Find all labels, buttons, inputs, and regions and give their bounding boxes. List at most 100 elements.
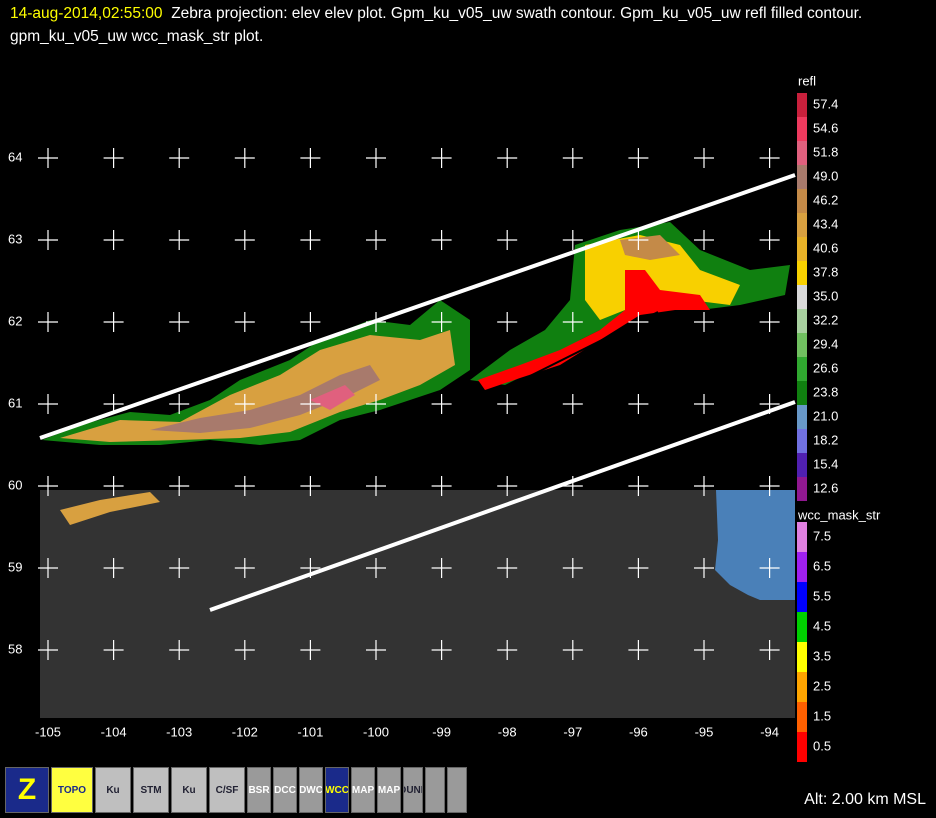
lon-label: -97 <box>563 724 582 739</box>
legend-swatch <box>797 453 807 477</box>
grid-cross <box>103 476 124 496</box>
grid-cross <box>562 476 583 496</box>
toolbar-button[interactable]: DWC <box>299 767 323 813</box>
grid-cross <box>431 394 452 414</box>
field-layer <box>39 173 796 718</box>
legend-swatch <box>797 732 807 762</box>
target-button[interactable] <box>425 767 445 813</box>
toolbar-button[interactable]: TOPO <box>51 767 93 813</box>
legend-swatch <box>797 357 807 381</box>
grid-cross <box>234 230 255 250</box>
toolbar-button[interactable]: C/SF <box>209 767 245 813</box>
grid-cross <box>300 558 321 578</box>
toolbar-button[interactable]: Ku <box>171 767 207 813</box>
toolbar-button[interactable]: MAP <box>377 767 401 813</box>
grid-cross <box>366 476 386 496</box>
grid-cross <box>628 230 649 250</box>
grid-cross <box>431 148 452 168</box>
legend-label: 54.6 <box>813 120 838 135</box>
toolbar-button[interactable]: STM <box>133 767 169 813</box>
lon-label: -98 <box>498 724 517 739</box>
lat-label: 63 <box>8 231 22 246</box>
legend-swatch <box>797 612 807 642</box>
legend-swatch <box>797 261 807 285</box>
legend-swatch <box>797 672 807 702</box>
lat-label: 59 <box>8 559 22 574</box>
grid-cross <box>103 640 124 660</box>
legend-label: 4.5 <box>813 618 831 633</box>
timestamp: 14-aug-2014,02:55:00 <box>10 5 163 22</box>
toolbar-button[interactable]: DCC <box>273 767 297 813</box>
legend-swatch <box>797 165 807 189</box>
precip-mask <box>715 490 795 600</box>
grid-cross <box>562 148 583 168</box>
legend-label: 15.4 <box>813 456 838 471</box>
legend-label: 6.5 <box>813 558 831 573</box>
legend-label: 1.5 <box>813 708 831 723</box>
swath-edge <box>39 173 796 440</box>
legend-swatch <box>797 552 807 582</box>
grid-cross <box>694 394 714 414</box>
legend-swatch <box>797 582 807 612</box>
grid-cross <box>759 476 780 496</box>
legend-swatch <box>797 405 807 429</box>
grid-cross <box>169 312 190 332</box>
grid-button[interactable] <box>447 767 467 813</box>
grid-cross <box>562 394 583 414</box>
description: Zebra projection: elev elev plot. Gpm_ku… <box>10 5 863 45</box>
grid-cross <box>300 148 321 168</box>
grid-cross <box>169 230 190 250</box>
grid-cross <box>300 230 321 250</box>
grid-cross <box>628 148 649 168</box>
grid-cross <box>38 558 58 578</box>
grid-cross <box>234 312 255 332</box>
lat-label: 64 <box>8 149 22 164</box>
legend-label: 3.5 <box>813 648 831 663</box>
legend-label: 23.8 <box>813 384 838 399</box>
grid-cross <box>431 640 452 660</box>
lon-label: -103 <box>166 724 192 739</box>
toolbar-button[interactable]: BOUNDS <box>403 767 423 813</box>
lat-label: 62 <box>8 313 22 328</box>
legend-swatch <box>797 285 807 309</box>
grid-cross <box>628 558 649 578</box>
legend-label: 49.0 <box>813 168 838 183</box>
legend-label: 46.2 <box>813 192 838 207</box>
toolbar-button[interactable]: BSR <box>247 767 271 813</box>
legend-swatch <box>797 642 807 672</box>
legend-label: 35.0 <box>813 288 838 303</box>
echo <box>42 300 470 445</box>
grid-cross <box>103 148 124 168</box>
toolbar-button[interactable]: MAP <box>351 767 375 813</box>
toolbar-button[interactable]: Ku <box>95 767 131 813</box>
grid-cross <box>169 148 190 168</box>
grid-cross <box>300 640 321 660</box>
grid-cross <box>234 148 255 168</box>
legend-label: 43.4 <box>813 216 838 231</box>
grid-cross <box>366 148 386 168</box>
grid-cross <box>694 558 714 578</box>
grid-cross <box>366 312 386 332</box>
echo <box>310 385 355 410</box>
grid-cross <box>694 476 714 496</box>
legend-swatch <box>797 93 807 117</box>
toolbar-button[interactable]: Z <box>5 767 49 813</box>
legend-label: 51.8 <box>813 144 838 159</box>
grid-cross <box>759 148 780 168</box>
grid-cross <box>497 476 518 496</box>
grid-cross <box>431 558 452 578</box>
legend-label: 26.6 <box>813 360 838 375</box>
toolbar-button[interactable]: WCC <box>325 767 349 813</box>
grid-cross <box>759 312 780 332</box>
lon-label: -95 <box>695 724 714 739</box>
plot: 64 63 62 61 60 59 58 -105 -104 -103 -102 -101 -100 -9… <box>8 73 881 762</box>
legend-label: 57.4 <box>813 96 838 111</box>
grid-cross <box>562 230 583 250</box>
legend-label: 29.4 <box>813 336 838 351</box>
echo <box>60 330 455 442</box>
grid-cross <box>562 558 583 578</box>
grid-cross <box>497 230 518 250</box>
grid-cross <box>694 640 714 660</box>
